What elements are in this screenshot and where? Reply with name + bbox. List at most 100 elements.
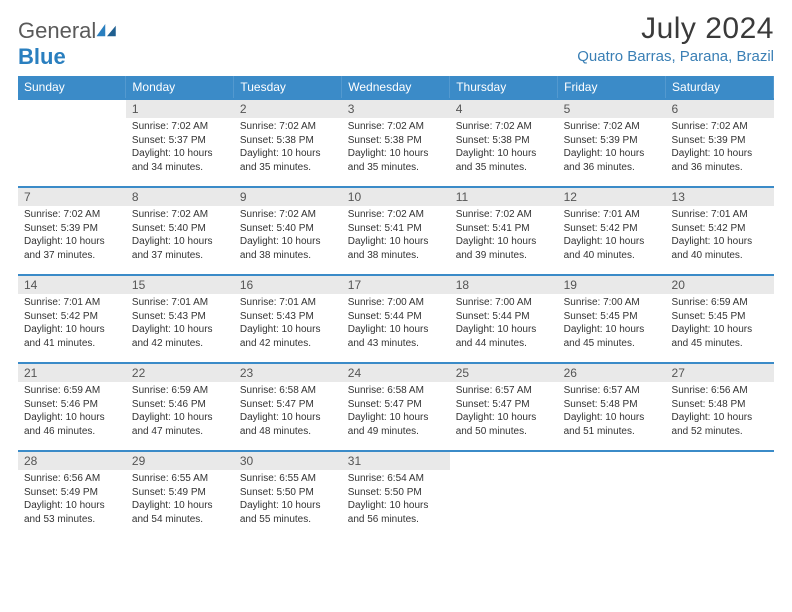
daylight-text: Daylight: 10 hours and 43 minutes. — [348, 323, 444, 350]
sunset-text: Sunset: 5:42 PM — [24, 310, 120, 324]
daylight-text: Daylight: 10 hours and 39 minutes. — [456, 235, 552, 262]
sunrise-text: Sunrise: 7:00 AM — [564, 296, 660, 310]
weekday-header: Tuesday — [234, 76, 342, 99]
calendar-day-cell: 2Sunrise: 7:02 AMSunset: 5:38 PMDaylight… — [234, 99, 342, 187]
day-details: Sunrise: 7:01 AMSunset: 5:42 PMDaylight:… — [18, 294, 126, 354]
sunset-text: Sunset: 5:42 PM — [672, 222, 768, 236]
day-number: 28 — [18, 452, 126, 470]
sunrise-text: Sunrise: 6:55 AM — [132, 472, 228, 486]
calendar-day-cell: 27Sunrise: 6:56 AMSunset: 5:48 PMDayligh… — [666, 363, 774, 451]
sunset-text: Sunset: 5:47 PM — [456, 398, 552, 412]
day-number: 15 — [126, 276, 234, 294]
sunrise-text: Sunrise: 6:56 AM — [672, 384, 768, 398]
day-number: 30 — [234, 452, 342, 470]
sunset-text: Sunset: 5:46 PM — [132, 398, 228, 412]
sunset-text: Sunset: 5:49 PM — [132, 486, 228, 500]
sunset-text: Sunset: 5:48 PM — [564, 398, 660, 412]
day-number: 7 — [18, 188, 126, 206]
day-details: Sunrise: 7:01 AMSunset: 5:43 PMDaylight:… — [126, 294, 234, 354]
calendar-week-row: 7Sunrise: 7:02 AMSunset: 5:39 PMDaylight… — [18, 187, 774, 275]
sunset-text: Sunset: 5:38 PM — [456, 134, 552, 148]
calendar-day-cell: 30Sunrise: 6:55 AMSunset: 5:50 PMDayligh… — [234, 451, 342, 539]
daylight-text: Daylight: 10 hours and 40 minutes. — [564, 235, 660, 262]
brand-part2: Blue — [18, 44, 66, 69]
day-details: Sunrise: 7:00 AMSunset: 5:44 PMDaylight:… — [450, 294, 558, 354]
day-details: Sunrise: 7:02 AMSunset: 5:39 PMDaylight:… — [666, 118, 774, 178]
day-number: 31 — [342, 452, 450, 470]
page-header: General Blue July 2024 Quatro Barras, Pa… — [18, 12, 774, 70]
calendar-day-cell: 28Sunrise: 6:56 AMSunset: 5:49 PMDayligh… — [18, 451, 126, 539]
weekday-header: Saturday — [666, 76, 774, 99]
daylight-text: Daylight: 10 hours and 40 minutes. — [672, 235, 768, 262]
sunrise-text: Sunrise: 7:02 AM — [348, 120, 444, 134]
daylight-text: Daylight: 10 hours and 36 minutes. — [564, 147, 660, 174]
calendar-week-row: 28Sunrise: 6:56 AMSunset: 5:49 PMDayligh… — [18, 451, 774, 539]
calendar-day-cell: 19Sunrise: 7:00 AMSunset: 5:45 PMDayligh… — [558, 275, 666, 363]
sunset-text: Sunset: 5:47 PM — [348, 398, 444, 412]
calendar-day-cell: 8Sunrise: 7:02 AMSunset: 5:40 PMDaylight… — [126, 187, 234, 275]
month-title: July 2024 — [577, 12, 774, 46]
daylight-text: Daylight: 10 hours and 50 minutes. — [456, 411, 552, 438]
daylight-text: Daylight: 10 hours and 36 minutes. — [672, 147, 768, 174]
calendar-day-cell: 22Sunrise: 6:59 AMSunset: 5:46 PMDayligh… — [126, 363, 234, 451]
calendar-week-row: 21Sunrise: 6:59 AMSunset: 5:46 PMDayligh… — [18, 363, 774, 451]
daylight-text: Daylight: 10 hours and 35 minutes. — [456, 147, 552, 174]
sunset-text: Sunset: 5:39 PM — [564, 134, 660, 148]
sunrise-text: Sunrise: 7:02 AM — [456, 208, 552, 222]
daylight-text: Daylight: 10 hours and 56 minutes. — [348, 499, 444, 526]
calendar-week-row: 14Sunrise: 7:01 AMSunset: 5:42 PMDayligh… — [18, 275, 774, 363]
calendar-day-cell — [18, 99, 126, 187]
day-details: Sunrise: 7:01 AMSunset: 5:42 PMDaylight:… — [558, 206, 666, 266]
day-number: 24 — [342, 364, 450, 382]
day-details: Sunrise: 7:02 AMSunset: 5:39 PMDaylight:… — [18, 206, 126, 266]
calendar-day-cell: 9Sunrise: 7:02 AMSunset: 5:40 PMDaylight… — [234, 187, 342, 275]
sunrise-text: Sunrise: 7:02 AM — [348, 208, 444, 222]
daylight-text: Daylight: 10 hours and 54 minutes. — [132, 499, 228, 526]
sunset-text: Sunset: 5:38 PM — [240, 134, 336, 148]
day-details: Sunrise: 6:56 AMSunset: 5:49 PMDaylight:… — [18, 470, 126, 530]
day-number: 17 — [342, 276, 450, 294]
day-details: Sunrise: 7:01 AMSunset: 5:43 PMDaylight:… — [234, 294, 342, 354]
daylight-text: Daylight: 10 hours and 45 minutes. — [564, 323, 660, 350]
sunrise-text: Sunrise: 7:01 AM — [564, 208, 660, 222]
calendar-day-cell: 23Sunrise: 6:58 AMSunset: 5:47 PMDayligh… — [234, 363, 342, 451]
day-details: Sunrise: 7:02 AMSunset: 5:40 PMDaylight:… — [234, 206, 342, 266]
daylight-text: Daylight: 10 hours and 41 minutes. — [24, 323, 120, 350]
sunset-text: Sunset: 5:50 PM — [240, 486, 336, 500]
daylight-text: Daylight: 10 hours and 42 minutes. — [132, 323, 228, 350]
day-details: Sunrise: 7:01 AMSunset: 5:42 PMDaylight:… — [666, 206, 774, 266]
day-details: Sunrise: 6:59 AMSunset: 5:46 PMDaylight:… — [126, 382, 234, 442]
day-details: Sunrise: 6:57 AMSunset: 5:48 PMDaylight:… — [558, 382, 666, 442]
calendar-day-cell: 24Sunrise: 6:58 AMSunset: 5:47 PMDayligh… — [342, 363, 450, 451]
day-number: 23 — [234, 364, 342, 382]
day-details: Sunrise: 7:02 AMSunset: 5:41 PMDaylight:… — [450, 206, 558, 266]
calendar-day-cell — [450, 451, 558, 539]
location-text: Quatro Barras, Parana, Brazil — [577, 48, 774, 65]
calendar-day-cell: 12Sunrise: 7:01 AMSunset: 5:42 PMDayligh… — [558, 187, 666, 275]
calendar-day-cell: 1 Sunrise: 7:02 AMSunset: 5:37 PMDaylight… — [126, 99, 234, 187]
daylight-text: Daylight: 10 hours and 34 minutes. — [132, 147, 228, 174]
daylight-text: Daylight: 10 hours and 55 minutes. — [240, 499, 336, 526]
sunset-text: Sunset: 5:37 PM — [132, 134, 228, 148]
sunrise-text: Sunrise: 6:58 AM — [348, 384, 444, 398]
day-number: 6 — [666, 100, 774, 118]
sunset-text: Sunset: 5:39 PM — [24, 222, 120, 236]
sunrise-text: Sunrise: 7:02 AM — [132, 120, 228, 134]
day-number: 1 — [126, 100, 234, 118]
sunset-text: Sunset: 5:40 PM — [132, 222, 228, 236]
day-details: Sunrise: 7:00 AMSunset: 5:45 PMDaylight:… — [558, 294, 666, 354]
calendar-day-cell: 6Sunrise: 7:02 AMSunset: 5:39 PMDaylight… — [666, 99, 774, 187]
sunrise-text: Sunrise: 6:58 AM — [240, 384, 336, 398]
sunset-text: Sunset: 5:46 PM — [24, 398, 120, 412]
calendar-day-cell: 21Sunrise: 6:59 AMSunset: 5:46 PMDayligh… — [18, 363, 126, 451]
sunset-text: Sunset: 5:40 PM — [240, 222, 336, 236]
weekday-header: Thursday — [450, 76, 558, 99]
calendar-day-cell: 13Sunrise: 7:01 AMSunset: 5:42 PMDayligh… — [666, 187, 774, 275]
sunrise-text: Sunrise: 7:02 AM — [456, 120, 552, 134]
calendar-day-cell: 15Sunrise: 7:01 AMSunset: 5:43 PMDayligh… — [126, 275, 234, 363]
calendar-day-cell: 17Sunrise: 7:00 AMSunset: 5:44 PMDayligh… — [342, 275, 450, 363]
day-number: 11 — [450, 188, 558, 206]
daylight-text: Daylight: 10 hours and 46 minutes. — [24, 411, 120, 438]
day-details: Sunrise: 7:02 AMSunset: 5:40 PMDaylight:… — [126, 206, 234, 266]
daylight-text: Daylight: 10 hours and 47 minutes. — [132, 411, 228, 438]
